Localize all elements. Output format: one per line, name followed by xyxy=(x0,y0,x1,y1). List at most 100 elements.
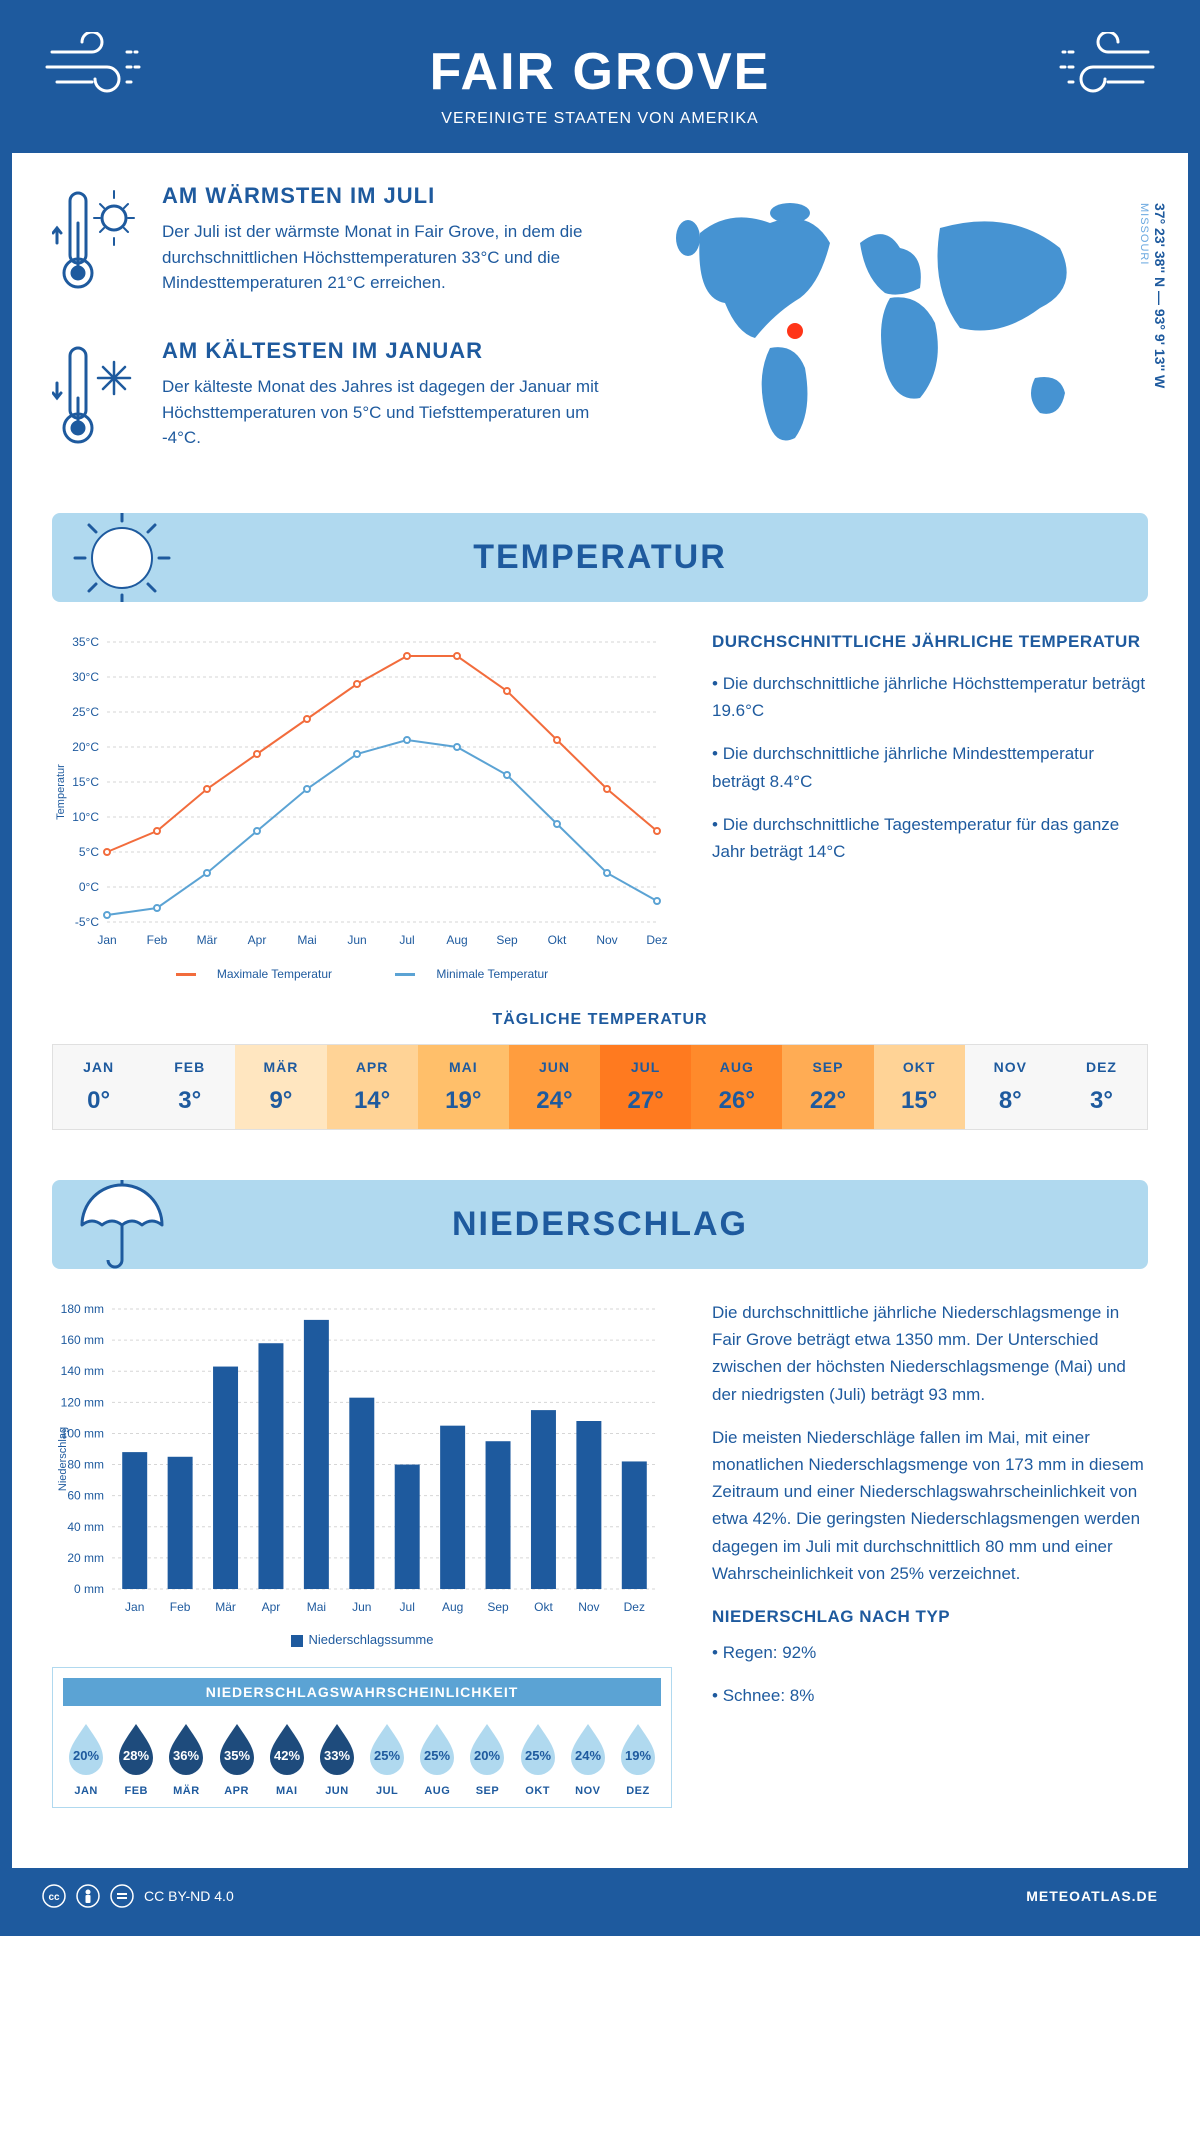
svg-text:Jun: Jun xyxy=(347,933,366,947)
svg-text:25%: 25% xyxy=(424,1748,450,1763)
svg-text:Niederschlag: Niederschlag xyxy=(57,1427,69,1491)
daily-temp-cell: DEZ3° xyxy=(1056,1045,1147,1129)
precip-prob-cell: 36% MÄR xyxy=(163,1720,209,1797)
precip-by-type-title: NIEDERSCHLAG NACH TYP xyxy=(712,1607,1148,1627)
warmest-text: Der Juli ist der wärmste Monat in Fair G… xyxy=(162,219,610,296)
svg-text:35°C: 35°C xyxy=(72,635,99,649)
temperature-heading: TEMPERATUR xyxy=(72,538,1128,577)
svg-text:Dez: Dez xyxy=(646,933,667,947)
coldest-fact: AM KÄLTESTEN IM JANUAR Der kälteste Mona… xyxy=(52,338,610,463)
thermometer-sun-icon xyxy=(52,183,142,308)
precip-prob-cell: 25% AUG xyxy=(414,1720,460,1797)
page-title: FAIR GROVE xyxy=(32,42,1168,102)
svg-text:Temperatur: Temperatur xyxy=(55,764,67,820)
svg-text:Nov: Nov xyxy=(596,933,617,947)
svg-text:10°C: 10°C xyxy=(72,810,99,824)
svg-text:140 mm: 140 mm xyxy=(61,1364,104,1378)
daily-temp-cell: JUN24° xyxy=(509,1045,600,1129)
wind-icon xyxy=(42,32,162,107)
svg-text:Feb: Feb xyxy=(147,933,168,947)
temperature-line-chart: -5°C0°C5°C10°C15°C20°C25°C30°C35°CJanFeb… xyxy=(52,632,672,952)
daily-temp-cell: JUL27° xyxy=(600,1045,691,1129)
svg-text:0 mm: 0 mm xyxy=(74,1582,104,1596)
svg-text:20 mm: 20 mm xyxy=(67,1551,104,1565)
svg-text:25°C: 25°C xyxy=(72,705,99,719)
precip-probability-title: NIEDERSCHLAGSWAHRSCHEINLICHKEIT xyxy=(63,1678,661,1706)
daily-temp-cell: SEP22° xyxy=(782,1045,873,1129)
wind-icon xyxy=(1038,32,1158,107)
svg-text:Aug: Aug xyxy=(442,1600,463,1614)
svg-text:60 mm: 60 mm xyxy=(67,1489,104,1503)
svg-text:Mai: Mai xyxy=(297,933,316,947)
sun-icon xyxy=(67,513,177,602)
svg-text:Jul: Jul xyxy=(399,933,414,947)
daily-temp-cell: NOV8° xyxy=(965,1045,1056,1129)
svg-text:30°C: 30°C xyxy=(72,670,99,684)
svg-text:25%: 25% xyxy=(374,1748,400,1763)
svg-text:20°C: 20°C xyxy=(72,740,99,754)
warmest-title: AM WÄRMSTEN IM JULI xyxy=(162,183,610,209)
daily-temp-cell: APR14° xyxy=(327,1045,418,1129)
svg-text:80 mm: 80 mm xyxy=(67,1458,104,1472)
precip-prob-cell: 20% JAN xyxy=(63,1720,109,1797)
daily-temp-cell: MAI19° xyxy=(418,1045,509,1129)
svg-text:Mär: Mär xyxy=(197,933,218,947)
world-map xyxy=(640,183,1120,463)
thermometer-snow-icon xyxy=(52,338,142,463)
svg-text:120 mm: 120 mm xyxy=(61,1395,104,1409)
svg-text:0°C: 0°C xyxy=(79,880,99,894)
svg-text:180 mm: 180 mm xyxy=(61,1302,104,1316)
svg-text:cc: cc xyxy=(48,1892,60,1903)
daily-temp-cell: MÄR9° xyxy=(235,1045,326,1129)
precipitation-bar-chart: 0 mm20 mm40 mm60 mm80 mm100 mm120 mm140 … xyxy=(52,1299,672,1619)
temp-chart-legend: Maximale Temperatur Minimale Temperatur xyxy=(52,967,672,981)
nd-icon xyxy=(110,1884,134,1908)
precip-paragraph-2: Die meisten Niederschläge fallen im Mai,… xyxy=(712,1424,1148,1587)
daily-temp-cell: AUG26° xyxy=(691,1045,782,1129)
state-label: MISSOURI xyxy=(1138,203,1150,265)
svg-text:Sep: Sep xyxy=(496,933,518,947)
svg-text:20%: 20% xyxy=(474,1748,500,1763)
precip-chart-legend: Niederschlagssumme xyxy=(52,1632,672,1647)
precipitation-heading: NIEDERSCHLAG xyxy=(72,1205,1128,1244)
precip-by-type-list: Regen: 92%Schnee: 8% xyxy=(712,1639,1148,1709)
svg-text:Jan: Jan xyxy=(97,933,116,947)
by-icon xyxy=(76,1884,100,1908)
svg-text:Apr: Apr xyxy=(248,933,267,947)
svg-text:36%: 36% xyxy=(173,1748,199,1763)
svg-text:42%: 42% xyxy=(274,1748,300,1763)
umbrella-icon xyxy=(67,1180,177,1269)
daily-temp-title: TÄGLICHE TEMPERATUR xyxy=(52,1011,1148,1029)
cc-icon: cc xyxy=(42,1884,66,1908)
precip-prob-cell: 33% JUN xyxy=(314,1720,360,1797)
precip-prob-cell: 25% JUL xyxy=(364,1720,410,1797)
svg-text:40 mm: 40 mm xyxy=(67,1520,104,1534)
precip-prob-cell: 42% MAI xyxy=(264,1720,310,1797)
svg-text:Mai: Mai xyxy=(307,1600,326,1614)
page-footer: cc CC BY-ND 4.0 METEOATLAS.DE xyxy=(12,1868,1188,1924)
temp-info-title: DURCHSCHNITTLICHE JÄHRLICHE TEMPERATUR xyxy=(712,632,1148,652)
page-header: FAIR GROVE VEREINIGTE STAATEN VON AMERIK… xyxy=(12,12,1188,153)
coldest-text: Der kälteste Monat des Jahres ist dagege… xyxy=(162,374,610,451)
coordinates: 37° 23' 38'' N — 93° 9' 13'' W xyxy=(1152,203,1168,388)
page-subtitle: VEREINIGTE STAATEN VON AMERIKA xyxy=(32,110,1168,128)
svg-text:20%: 20% xyxy=(73,1748,99,1763)
svg-text:19%: 19% xyxy=(625,1748,651,1763)
precip-prob-cell: 19% DEZ xyxy=(615,1720,661,1797)
svg-text:24%: 24% xyxy=(575,1748,601,1763)
svg-text:15°C: 15°C xyxy=(72,775,99,789)
svg-text:Jul: Jul xyxy=(400,1600,415,1614)
daily-temp-cell: JAN0° xyxy=(53,1045,144,1129)
daily-temp-cell: FEB3° xyxy=(144,1045,235,1129)
svg-text:-5°C: -5°C xyxy=(75,915,99,929)
svg-text:Okt: Okt xyxy=(534,1600,553,1614)
daily-temp-grid: JAN0°FEB3°MÄR9°APR14°MAI19°JUN24°JUL27°A… xyxy=(52,1044,1148,1130)
svg-text:Okt: Okt xyxy=(548,933,567,947)
precipitation-banner: NIEDERSCHLAG xyxy=(52,1180,1148,1269)
svg-text:Jun: Jun xyxy=(352,1600,371,1614)
precip-prob-cell: 24% NOV xyxy=(565,1720,611,1797)
daily-temp-cell: OKT15° xyxy=(874,1045,965,1129)
svg-text:35%: 35% xyxy=(224,1748,250,1763)
coldest-title: AM KÄLTESTEN IM JANUAR xyxy=(162,338,610,364)
site-label: METEOATLAS.DE xyxy=(1026,1888,1158,1904)
